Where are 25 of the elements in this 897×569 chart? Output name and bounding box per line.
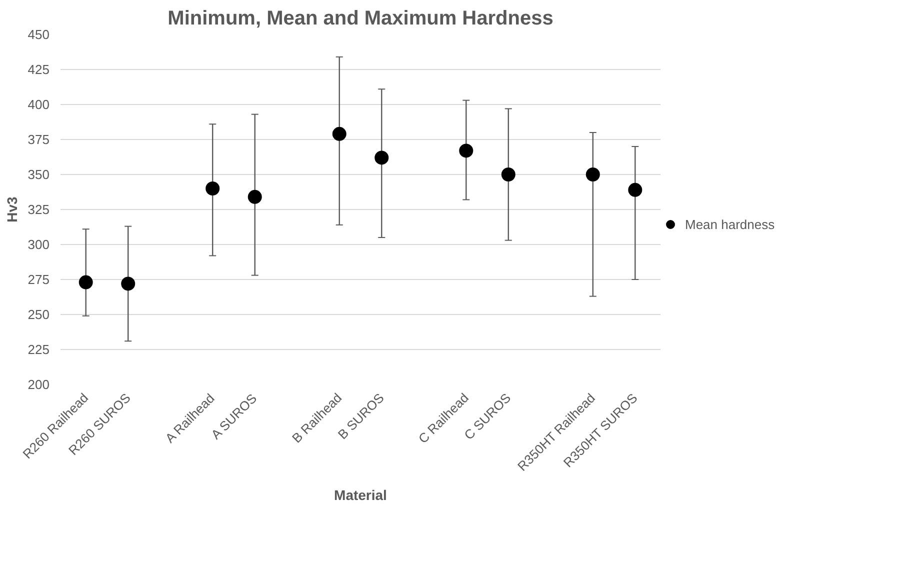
point — [248, 190, 262, 204]
x-axis-title: Material — [334, 487, 387, 504]
point — [121, 276, 136, 291]
y-tick-label: 425 — [28, 62, 50, 77]
point — [374, 150, 389, 165]
point — [332, 126, 346, 141]
chart-title: Minimum, Mean and Maximum Hardness — [168, 8, 554, 30]
y-tick-label: 350 — [28, 167, 50, 182]
y-axis-title: Hv3 — [4, 196, 20, 222]
y-tick-label: 450 — [28, 27, 50, 42]
y-tick-label: 325 — [28, 202, 50, 217]
y-tick-label: 200 — [28, 377, 50, 392]
y-tick-label: 375 — [28, 132, 50, 147]
point — [459, 144, 474, 158]
point — [206, 182, 220, 196]
legend-label: Mean hardness — [685, 216, 775, 232]
y-tick-label: 275 — [28, 272, 50, 287]
y-tick-label: 250 — [28, 307, 50, 322]
y-tick-label: 300 — [28, 237, 50, 252]
y-tick-label: 225 — [28, 342, 50, 357]
point — [78, 275, 93, 290]
y-tick-label: 400 — [28, 97, 50, 112]
point — [501, 168, 516, 182]
point — [628, 182, 642, 197]
point — [586, 168, 600, 182]
